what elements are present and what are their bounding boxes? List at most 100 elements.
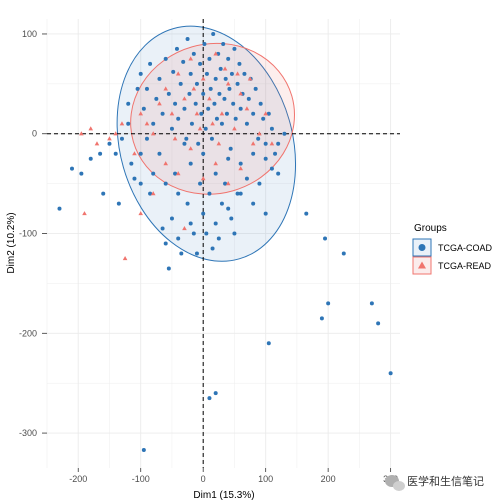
point-coad bbox=[193, 101, 198, 106]
point-coad bbox=[219, 201, 224, 206]
point-coad bbox=[141, 106, 146, 111]
point-coad bbox=[207, 56, 212, 61]
point-read bbox=[122, 255, 128, 261]
point-read bbox=[138, 211, 144, 216]
point-coad bbox=[214, 116, 219, 121]
point-coad bbox=[160, 111, 165, 116]
point-coad bbox=[171, 69, 176, 74]
point-coad bbox=[163, 181, 168, 186]
point-coad bbox=[238, 161, 243, 166]
point-coad bbox=[169, 126, 174, 131]
point-coad bbox=[132, 176, 137, 181]
point-read bbox=[250, 141, 256, 146]
point-coad bbox=[141, 448, 146, 453]
point-read bbox=[200, 176, 206, 181]
point-coad bbox=[242, 71, 247, 76]
point-coad bbox=[201, 91, 206, 96]
point-read bbox=[207, 96, 212, 101]
y-tick-labels: 100 0 -100 -200 -300 bbox=[19, 29, 47, 438]
point-read bbox=[94, 141, 100, 146]
point-coad bbox=[222, 96, 227, 101]
x-axis-title: Dim1 (15.3%) bbox=[193, 490, 254, 501]
point-coad bbox=[157, 76, 162, 81]
point-coad bbox=[210, 246, 215, 251]
point-coad bbox=[204, 71, 209, 76]
x-tick-label: -100 bbox=[132, 474, 150, 484]
reference-lines bbox=[47, 19, 400, 468]
point-coad bbox=[173, 101, 178, 106]
point-read bbox=[175, 71, 181, 76]
y-tick-label: 0 bbox=[32, 129, 37, 139]
point-coad bbox=[79, 171, 84, 176]
point-coad bbox=[226, 206, 231, 211]
point-coad bbox=[201, 211, 206, 216]
point-coad bbox=[191, 51, 196, 56]
point-read bbox=[235, 71, 240, 76]
point-read bbox=[213, 51, 218, 56]
point-read bbox=[157, 101, 162, 106]
point-coad bbox=[258, 101, 263, 106]
point-read bbox=[150, 131, 156, 136]
point-coad bbox=[211, 31, 216, 36]
point-coad bbox=[201, 151, 206, 156]
x-tick-label: 100 bbox=[258, 474, 273, 484]
point-coad bbox=[199, 111, 204, 116]
point-coad bbox=[138, 181, 143, 186]
point-coad bbox=[188, 161, 193, 166]
point-read bbox=[257, 131, 262, 136]
y-axis-title: Dim2 (10.2%) bbox=[6, 212, 17, 273]
point-read bbox=[225, 81, 231, 86]
point-coad bbox=[229, 216, 234, 221]
point-coad bbox=[212, 101, 217, 106]
legend-label-coad: TCGA-COAD bbox=[438, 243, 493, 253]
point-coad bbox=[107, 141, 112, 146]
point-coad bbox=[263, 141, 268, 146]
point-coad bbox=[209, 136, 214, 141]
point-read bbox=[263, 111, 268, 116]
point-coad bbox=[269, 166, 274, 171]
point-coad bbox=[176, 191, 181, 196]
point-coad bbox=[88, 156, 93, 161]
point-read bbox=[182, 226, 187, 231]
point-coad bbox=[126, 101, 131, 106]
point-coad bbox=[276, 141, 281, 146]
x-tick-label: 200 bbox=[321, 474, 336, 484]
point-coad bbox=[166, 266, 171, 271]
legend-item-read: TCGA-READ bbox=[412, 256, 492, 275]
point-read bbox=[119, 121, 125, 126]
x-tick-label: -200 bbox=[69, 474, 87, 484]
point-coad bbox=[101, 191, 106, 196]
point-coad bbox=[188, 71, 193, 76]
legend-item-coad: TCGA-COAD bbox=[412, 238, 493, 257]
point-coad bbox=[204, 231, 209, 236]
point-read bbox=[182, 96, 187, 101]
point-read bbox=[82, 211, 87, 216]
point-coad bbox=[173, 171, 178, 176]
point-coad bbox=[266, 111, 271, 116]
point-coad bbox=[191, 231, 196, 236]
point-coad bbox=[244, 121, 249, 126]
point-read bbox=[244, 106, 250, 111]
point-coad bbox=[226, 156, 231, 161]
point-coad bbox=[196, 141, 201, 146]
point-coad bbox=[174, 46, 179, 51]
point-coad bbox=[208, 86, 213, 91]
plot-panel bbox=[47, 19, 400, 468]
legend-symbol-read bbox=[418, 261, 426, 269]
point-coad bbox=[244, 176, 249, 181]
point-coad bbox=[182, 106, 187, 111]
point-coad bbox=[144, 136, 149, 141]
watermark: 医学和生信笔记 bbox=[385, 474, 484, 491]
point-coad bbox=[388, 371, 393, 376]
legend-symbol-coad bbox=[418, 244, 426, 251]
point-coad bbox=[169, 216, 174, 221]
point-coad bbox=[213, 171, 218, 176]
point-read bbox=[150, 191, 156, 196]
point-coad bbox=[207, 396, 212, 401]
point-read bbox=[247, 76, 253, 81]
point-coad bbox=[194, 251, 199, 256]
point-coad bbox=[231, 101, 236, 106]
point-coad bbox=[235, 191, 240, 196]
point-coad bbox=[326, 301, 331, 306]
